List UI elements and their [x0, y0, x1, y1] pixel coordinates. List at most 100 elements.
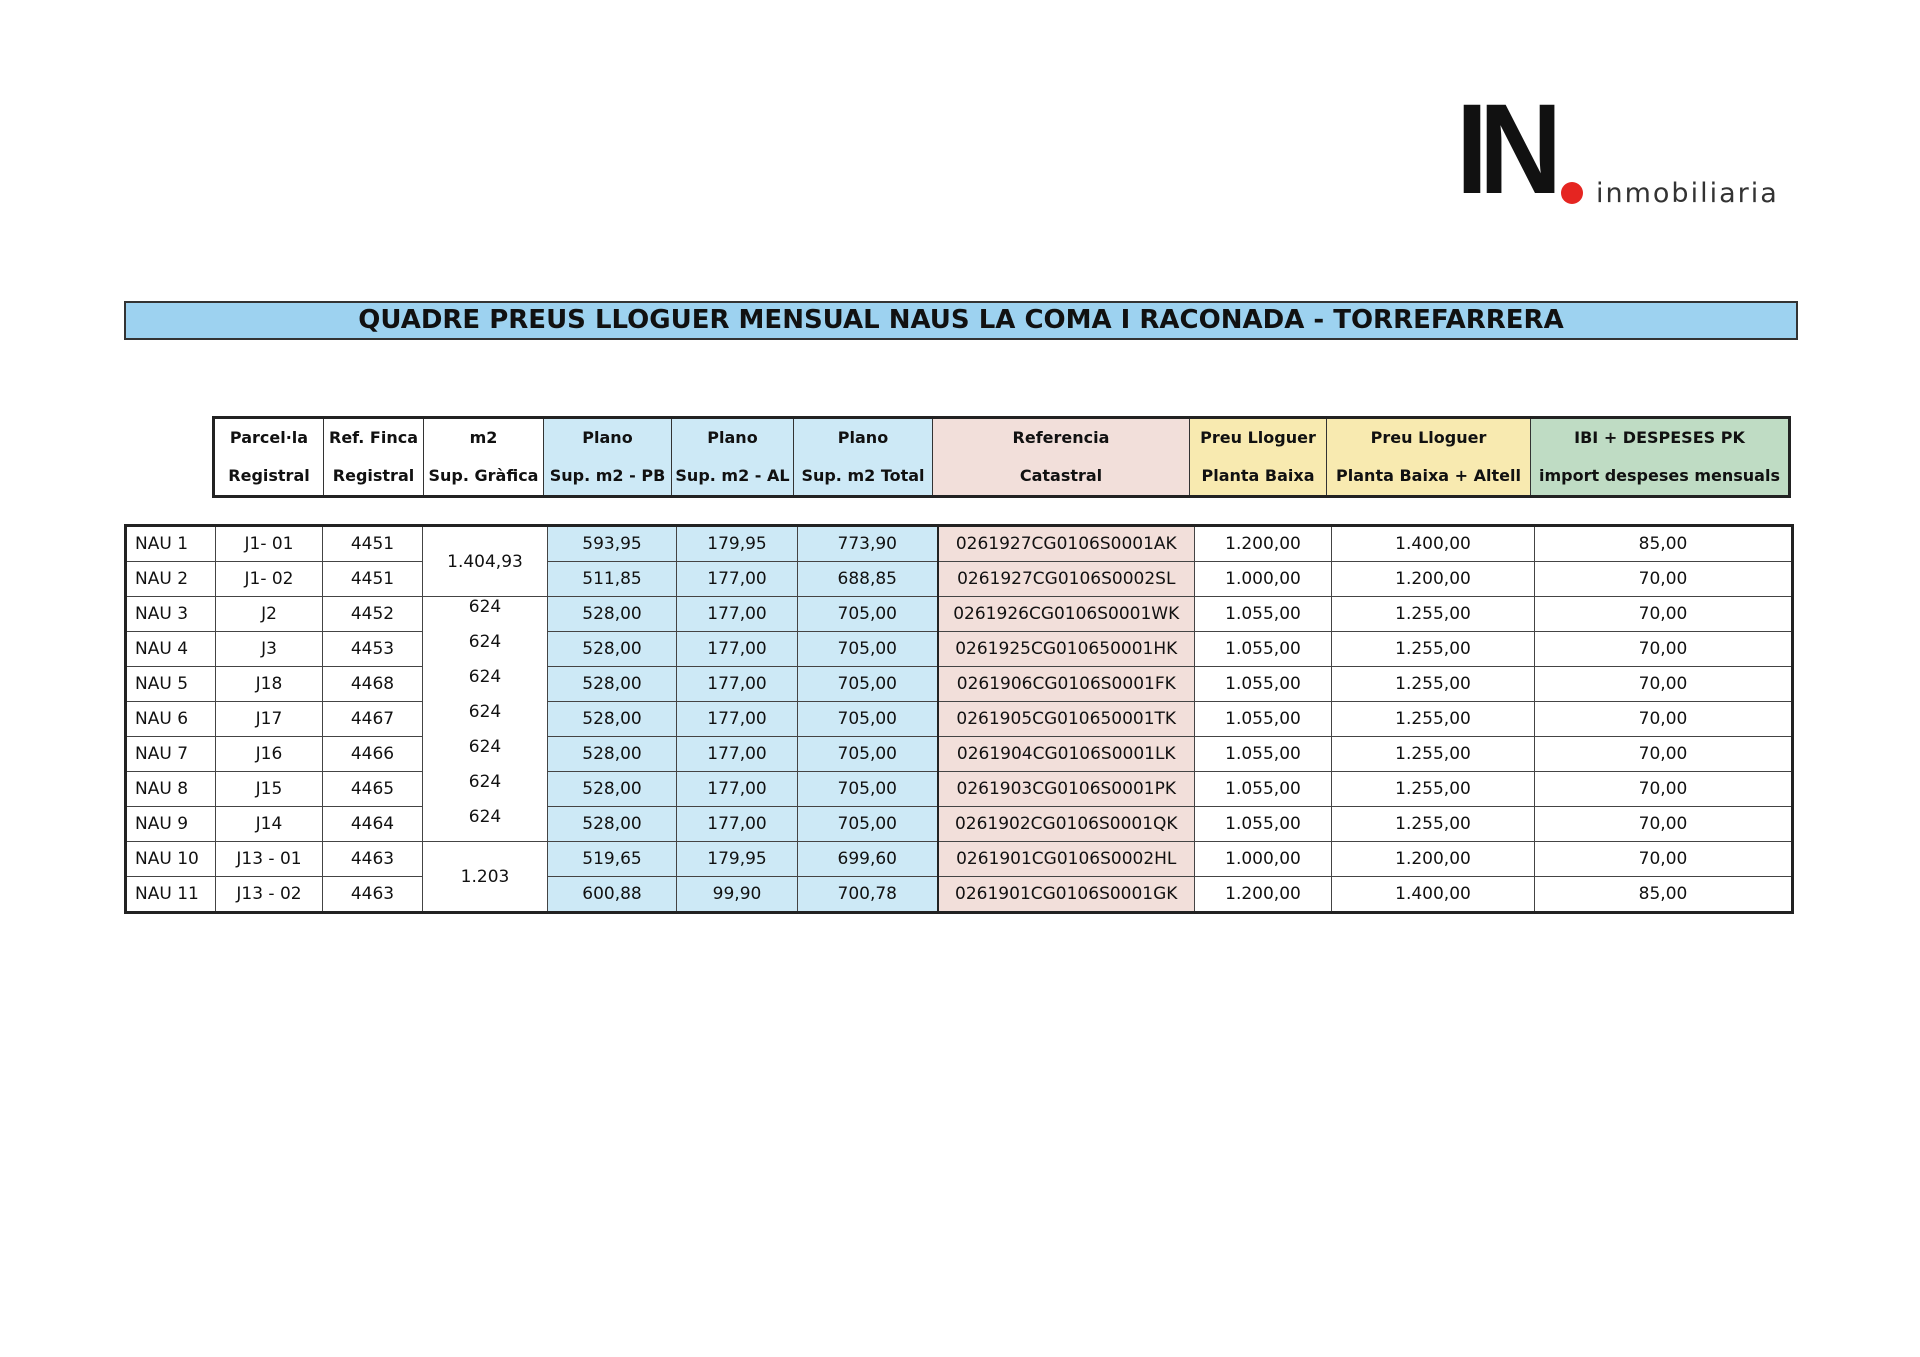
preu-pb-cell: 1.055,00 — [1194, 806, 1332, 842]
logo-mark: IN — [1456, 78, 1562, 221]
preu-altell-cell: 1.200,00 — [1331, 561, 1535, 597]
catastral-cell: 0261906CG0106S0001FK — [936, 666, 1195, 702]
sup-al-cell: 177,00 — [676, 631, 798, 667]
catastral-cell: 0261905CG010650001TK — [936, 701, 1195, 737]
column-header-line2: Registral — [213, 457, 324, 497]
parcela-cell: J14 — [215, 806, 323, 842]
column-header-line2: Planta Baixa + Altell — [1326, 457, 1531, 497]
table-row: NAU 10 J13 - 01 4463 1.203 519,65 179,95 699,6… — [125, 841, 1793, 913]
column-header-line1: Referencia — [932, 417, 1190, 457]
sup-al-cell: 179,95 — [676, 841, 798, 877]
sup-al-cell: 177,00 — [676, 806, 798, 842]
parcela-cell: J3 — [215, 631, 323, 667]
column-header-line2: Sup. m2 - AL — [671, 457, 794, 497]
table-row: NAU 7 J16 4466 624 528,00 177,00 705,00 0261904… — [125, 736, 1793, 772]
table-row: NAU 5 J18 4468 624 528,00 177,00 705,00 0261906… — [125, 666, 1793, 702]
table-row: NAU 3 J2 4452 624 528,00 177,00 705,00 0261926C… — [125, 596, 1793, 632]
preu-altell-cell: 1.400,00 — [1331, 876, 1535, 913]
parcela-cell: J13 - 01 — [215, 841, 323, 877]
sup-al-cell: 179,95 — [676, 525, 798, 562]
column-header-line1: Plano — [793, 417, 933, 457]
preu-altell-cell: 1.255,00 — [1331, 596, 1535, 632]
column-header-line2: Sup. m2 - PB — [543, 457, 672, 497]
finca-cell: 4467 — [322, 701, 423, 737]
catastral-cell: 0261926CG0106S0001WK — [936, 596, 1195, 632]
column-header-line1: IBI + DESPESES PK — [1530, 417, 1790, 457]
catastral-cell: 0261901CG0106S0002HL — [936, 841, 1195, 877]
preu-altell-cell: 1.255,00 — [1331, 701, 1535, 737]
finca-cell: 4465 — [322, 771, 423, 807]
finca-cell: 4451 — [322, 561, 423, 597]
ibi-cell: 70,00 — [1534, 701, 1793, 737]
sup-al-cell: 177,00 — [676, 701, 798, 737]
preu-pb-cell: 1.055,00 — [1194, 701, 1332, 737]
nau-cell: NAU 4 — [125, 631, 216, 667]
sup-al-cell: 99,90 — [676, 876, 798, 913]
catastral-cell: 0261927CG0106S0002SL — [936, 561, 1195, 597]
preu-pb-cell: 1.200,00 — [1194, 525, 1332, 562]
preu-altell-cell: 1.400,00 — [1331, 525, 1535, 562]
nau-cell: NAU 2 — [125, 561, 216, 597]
preu-pb-cell: 1.000,00 — [1194, 841, 1332, 877]
nau-cell: NAU 5 — [125, 666, 216, 702]
ibi-cell: 70,00 — [1534, 736, 1793, 772]
parcela-cell: J16 — [215, 736, 323, 772]
ibi-cell: 70,00 — [1534, 771, 1793, 807]
sup-pb-cell: 519,65 — [547, 841, 677, 877]
sup-pb-cell: 528,00 — [547, 806, 677, 842]
parcela-cell: J2 — [215, 596, 323, 632]
sup-al-cell: 177,00 — [676, 561, 798, 597]
nau-cell: NAU 9 — [125, 806, 216, 842]
m2-grafica-cell: 624 — [422, 596, 548, 632]
catastral-cell: 0261904CG0106S0001LK — [936, 736, 1195, 772]
sup-al-cell: 177,00 — [676, 771, 798, 807]
preu-altell-cell: 1.255,00 — [1331, 771, 1535, 807]
m2-grafica-cell: 624 — [422, 631, 548, 667]
sup-pb-cell: 528,00 — [547, 631, 677, 667]
ibi-cell: 70,00 — [1534, 596, 1793, 632]
sup-total-cell: 705,00 — [797, 701, 938, 737]
ibi-cell: 70,00 — [1534, 841, 1793, 877]
table-row: NAU 11 J13 - 02 4463 600,88 99,90 700,78 02619… — [125, 876, 1793, 913]
nau-cell: NAU 3 — [125, 596, 216, 632]
sup-pb-cell: 600,88 — [547, 876, 677, 913]
preu-altell-cell: 1.255,00 — [1331, 666, 1535, 702]
m2-grafica-cell: 624 — [422, 666, 548, 702]
nau-cell: NAU 6 — [125, 701, 216, 737]
ibi-cell: 70,00 — [1534, 806, 1793, 842]
sup-total-cell: 700,78 — [797, 876, 938, 913]
parcela-cell: J13 - 02 — [215, 876, 323, 913]
preu-pb-cell: 1.055,00 — [1194, 596, 1332, 632]
parcela-cell: J1- 01 — [215, 525, 323, 562]
m2-grafica-cell: 624 — [422, 806, 548, 842]
catastral-cell: 0261925CG010650001HK — [936, 631, 1195, 667]
header-table: Parcel·la Ref. Finca m2 Plano Plano Plano Refe… — [212, 416, 1791, 498]
column-header-line1: Preu Lloguer — [1189, 417, 1327, 457]
m2-grafica-cell: 624 — [422, 701, 548, 737]
nau-cell: NAU 1 — [125, 525, 216, 562]
table-row: NAU 6 J17 4467 624 528,00 177,00 705,00 0261905… — [125, 701, 1793, 737]
sup-total-cell: 705,00 — [797, 736, 938, 772]
ibi-cell: 70,00 — [1534, 666, 1793, 702]
finca-cell: 4453 — [322, 631, 423, 667]
table-row: NAU 9 J14 4464 624 528,00 177,00 705,00 0261902… — [125, 806, 1793, 842]
preu-pb-cell: 1.055,00 — [1194, 631, 1332, 667]
finca-cell: 4468 — [322, 666, 423, 702]
parcela-cell: J1- 02 — [215, 561, 323, 597]
preu-pb-cell: 1.055,00 — [1194, 771, 1332, 807]
preu-pb-cell: 1.000,00 — [1194, 561, 1332, 597]
column-header-line1: m2 — [423, 417, 544, 457]
sup-pb-cell: 528,00 — [547, 596, 677, 632]
table-row: NAU 1 J1- 01 4451 1.404,93 593,95 179,95 773,9… — [125, 525, 1793, 597]
finca-cell: 4463 — [322, 876, 423, 913]
sup-total-cell: 688,85 — [797, 561, 938, 597]
page-title: QUADRE PREUS LLOGUER MENSUAL NAUS LA COM… — [124, 301, 1798, 340]
sup-total-cell: 705,00 — [797, 631, 938, 667]
column-header-line1: Plano — [543, 417, 672, 457]
column-header-line2: Catastral — [932, 457, 1190, 497]
sup-al-cell: 177,00 — [676, 596, 798, 632]
catastral-cell: 0261902CG0106S0001QK — [936, 806, 1195, 842]
m2-grafica-cell: 1.203 — [422, 841, 548, 913]
column-header-line2: import despeses mensuals — [1530, 457, 1790, 497]
column-header-line1: Parcel·la — [213, 417, 324, 457]
